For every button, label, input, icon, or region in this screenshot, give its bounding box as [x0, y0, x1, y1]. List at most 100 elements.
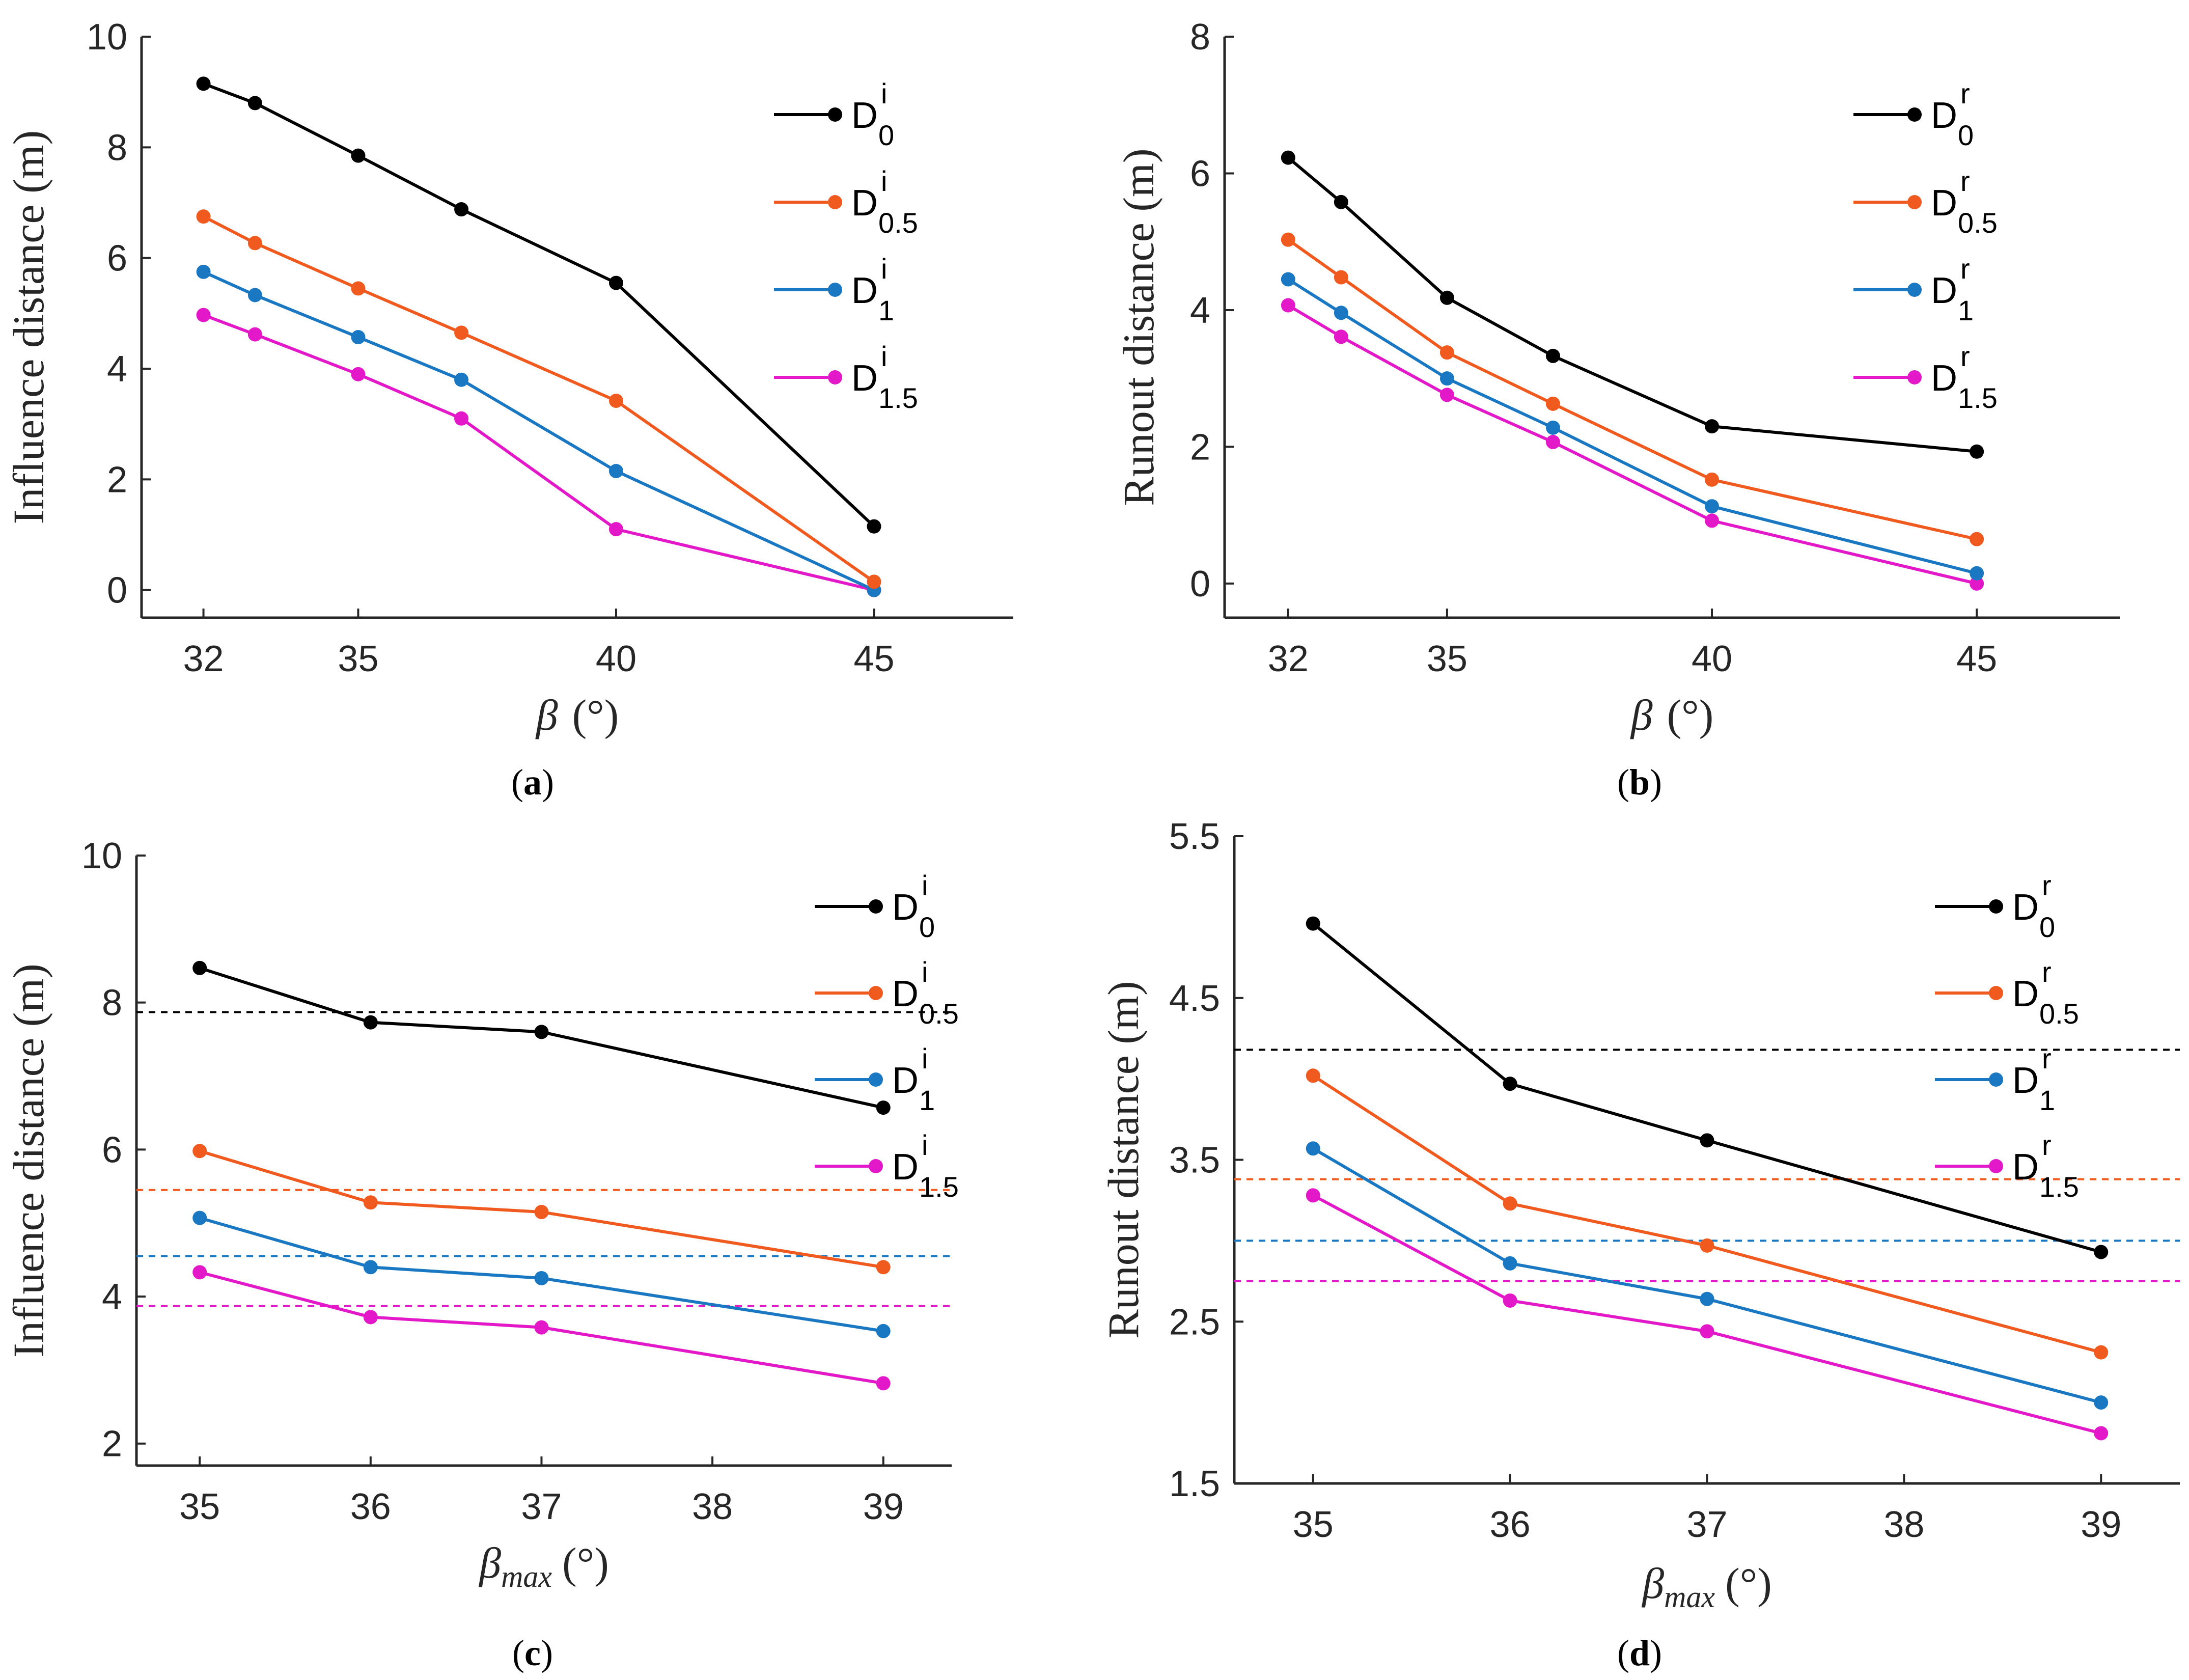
- data-point-D0: [363, 1015, 378, 1030]
- legend-label-D0: D: [2012, 887, 2039, 928]
- legend-sup-D1: r: [1960, 253, 1970, 285]
- data-point-D1.5: [1503, 1293, 1517, 1308]
- legend-sup-D1.5: i: [922, 1129, 928, 1161]
- series-line-D0.5: [199, 1149, 884, 1269]
- panel-d: 1.5 2.5 3.5 4.5 5.5 35 36 37 38 39 βmax (°) Runout d…: [1099, 816, 2180, 1673]
- data-point-D1.5: [534, 1320, 549, 1335]
- legend-sup-D0: r: [2042, 869, 2052, 901]
- x-tick-label: 36: [1490, 1504, 1531, 1545]
- legend-marker-D1.5: [869, 1159, 883, 1173]
- data-point-D0.5: [1970, 532, 1984, 546]
- legend-label-D0: D: [1931, 95, 1957, 136]
- series-line-D0.5: [203, 215, 875, 583]
- data-point-D1: [1306, 1141, 1320, 1156]
- data-point-D0.5: [192, 1144, 207, 1159]
- data-point-D1.5: [454, 411, 469, 426]
- data-point-D1.5: [196, 308, 211, 322]
- data-point-D1.5: [1970, 576, 1984, 591]
- data-point-D0.5: [1503, 1196, 1517, 1211]
- legend-label-D1.5: D: [892, 1147, 919, 1188]
- data-point-D1.5: [1700, 1324, 1714, 1339]
- data-point-D0: [1970, 444, 1984, 459]
- y-tick-label: 8: [102, 983, 122, 1024]
- legend-label-D1.5: D: [1931, 358, 1957, 399]
- x-axis-subscript: max: [501, 1560, 552, 1593]
- series-line-D0.5: [1287, 238, 1977, 541]
- data-point-D0.5: [1281, 232, 1295, 247]
- series-line-D1.5: [1287, 304, 1977, 585]
- x-axis-symbol: β: [1641, 1559, 1664, 1608]
- series-line-D0: [1287, 156, 1977, 453]
- x-axis-unit: (°): [572, 691, 619, 739]
- data-point-D1.5: [1306, 1188, 1320, 1203]
- legend-marker-D0.5: [869, 986, 883, 1000]
- data-point-D1: [1334, 306, 1348, 320]
- legend-label-D1.5: D: [851, 358, 878, 399]
- data-point-D0.5: [1334, 270, 1348, 285]
- y-tick-label: 2: [102, 1424, 122, 1465]
- x-axis-symbol: β: [535, 691, 558, 739]
- legend-sub-D1: 1: [878, 294, 894, 326]
- data-point-D0.5: [1700, 1238, 1714, 1253]
- data-point-D1.5: [363, 1310, 378, 1325]
- y-tick-label: 8: [1190, 17, 1210, 58]
- panel-label: (b): [1617, 762, 1662, 803]
- data-point-D0: [1439, 290, 1454, 305]
- y-tick-label: 0: [107, 570, 127, 611]
- data-point-D0.5: [196, 209, 211, 224]
- x-axis-subscript: max: [1664, 1580, 1715, 1614]
- x-axis-label: β (°): [1630, 691, 1714, 739]
- y-tick-label: 4.5: [1169, 978, 1220, 1019]
- legend-sub-D0: 0: [2039, 911, 2055, 943]
- x-tick-label: 39: [863, 1486, 904, 1527]
- data-point-D0.5: [1306, 1068, 1320, 1083]
- legend-sup-D1.5: r: [1960, 340, 1970, 372]
- series-line-D1: [1287, 278, 1977, 575]
- data-point-D0: [192, 960, 207, 975]
- x-tick-label: 35: [338, 639, 378, 679]
- legend-sub-D1.5: 1.5: [1958, 382, 1998, 414]
- y-tick-label: 1.5: [1169, 1464, 1220, 1504]
- data-point-D1: [363, 1260, 378, 1275]
- data-point-D1.5: [1334, 329, 1348, 344]
- panel-label: (d): [1617, 1633, 1662, 1673]
- y-tick-label: 6: [1190, 153, 1210, 194]
- legend-marker-D1.5: [1907, 370, 1922, 384]
- x-tick-label: 36: [350, 1486, 391, 1527]
- legend-marker-D0.5: [828, 195, 842, 209]
- data-point-D1.5: [876, 1376, 891, 1391]
- y-axis-label: Runout distance (m): [1099, 981, 1148, 1338]
- data-point-D0.5: [1705, 472, 1720, 487]
- x-tick-label: 37: [521, 1486, 562, 1527]
- x-tick-label: 45: [1956, 639, 1997, 679]
- legend-marker-D0: [828, 107, 842, 122]
- y-axis-label: Influence distance (m): [4, 130, 53, 525]
- legend-sub-D0.5: 0.5: [878, 207, 918, 239]
- legend-sub-D1: 1: [2039, 1084, 2055, 1116]
- x-tick-label: 45: [853, 639, 894, 679]
- data-point-D1: [1705, 499, 1720, 514]
- legend-sub-D1.5: 1.5: [919, 1171, 959, 1203]
- data-point-D1: [876, 1324, 891, 1338]
- y-tick-label: 10: [81, 836, 122, 876]
- data-point-D1: [1545, 420, 1560, 435]
- data-point-D0: [1503, 1077, 1517, 1091]
- legend-label-D0.5: D: [851, 183, 878, 224]
- y-tick-label: 10: [87, 17, 127, 58]
- legend-marker-D1: [828, 283, 842, 297]
- y-tick-label: 6: [102, 1130, 122, 1170]
- legend-sup-D0: i: [881, 77, 887, 109]
- x-axis-unit: (°): [1667, 691, 1714, 739]
- series-line-D1.5: [199, 1271, 884, 1385]
- data-point-D1: [351, 330, 366, 345]
- data-point-D1.5: [1705, 513, 1720, 528]
- x-tick-label: 40: [596, 639, 636, 679]
- legend-sup-D0.5: r: [2042, 956, 2052, 988]
- legend-marker-D0: [869, 899, 883, 914]
- data-point-D0: [1545, 348, 1560, 363]
